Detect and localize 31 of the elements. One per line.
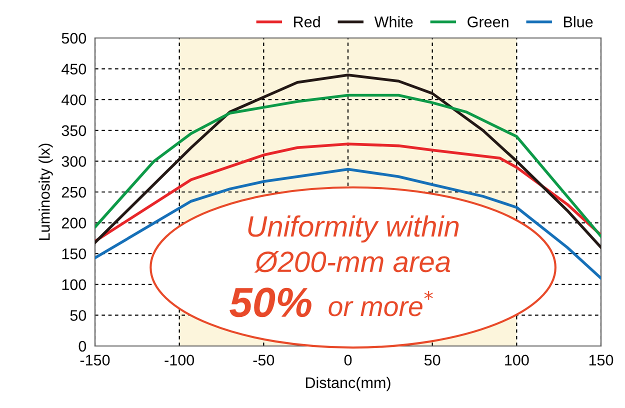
y-tick-label: 100 — [62, 279, 86, 290]
y-tick-label: 0 — [78, 340, 86, 352]
y-tick-label: 500 — [62, 32, 86, 44]
y-tick-label: 450 — [62, 64, 86, 74]
x-tick-label: -150 — [80, 354, 110, 366]
annotation: Ø200-mm area — [254, 251, 450, 273]
annotation: 50% — [230, 288, 312, 318]
legend-label: White — [374, 16, 413, 28]
x-tick-label: 100 — [505, 354, 529, 366]
x-tick-label: 0 — [344, 354, 352, 366]
line-series — [95, 142, 601, 243]
x-tick-label: -50 — [253, 354, 274, 366]
y-tick-label: 50 — [70, 310, 86, 321]
y-tick-label: 250 — [62, 186, 86, 198]
y-tick-label: 350 — [62, 125, 86, 136]
line-series — [95, 74, 601, 249]
y-tick-label: 200 — [62, 218, 86, 228]
x-axis-title: Distanc(mm) — [306, 376, 390, 392]
legend-label: Red — [294, 16, 320, 28]
y-axis-title: Luminosity (lx) — [38, 144, 53, 240]
x-tick-label: -100 — [164, 354, 194, 366]
x-tick-label: 150 — [589, 354, 614, 366]
x-tick-label: 50 — [424, 354, 440, 366]
y-tick-label: 150 — [62, 248, 86, 260]
line-series — [95, 168, 601, 280]
annotation: or more$^{*}$ — [328, 290, 433, 316]
legend-label: Green — [468, 16, 508, 28]
legend-label: Blue — [564, 16, 593, 28]
annotation: Uniformity within — [248, 215, 459, 243]
y-tick-label: 400 — [62, 94, 86, 106]
y-tick-label: 300 — [62, 156, 86, 167]
